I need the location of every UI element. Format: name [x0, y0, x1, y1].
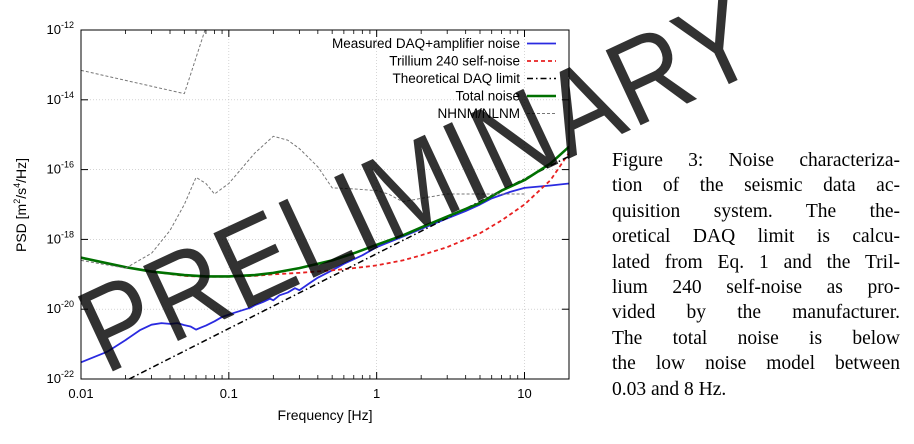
caption-line: The total noise is below: [612, 327, 900, 349]
y-axis-title: PSD [m2/s4/Hz]: [12, 158, 29, 252]
series-line-total-noise: [81, 145, 569, 278]
caption-line: quisition system. The the-: [612, 200, 900, 222]
caption-line: tion of the seismic data ac-: [612, 175, 900, 197]
caption-line: 0.03 and 8 Hz.: [612, 378, 727, 400]
legend: Measured DAQ+amplifier noise Trillium 240…: [332, 36, 556, 121]
series-line-nhnm-nlnm: [81, 30, 206, 95]
caption-line: lated from Eq. 1 and the Tril-: [612, 251, 900, 273]
legend-label: Total noise: [455, 89, 520, 104]
y-tick-label: 10-14: [47, 90, 74, 107]
y-tick-label: 10-12: [47, 20, 74, 37]
x-tick-label: 0.1: [220, 386, 238, 401]
plot-frame: [80, 29, 570, 380]
x-tick-label: 1: [373, 386, 380, 401]
minor-ticks: [125, 30, 519, 379]
legend-label: NHNM/NLNM: [438, 106, 521, 121]
caption-line: Figure 3: Noise characteriza-: [612, 150, 900, 171]
caption-line: oretical DAQ limit is calcu-: [612, 226, 900, 248]
x-tick-label: 0.01: [68, 386, 93, 401]
caption-line: the low noise model between: [612, 353, 900, 375]
axis-ticks: 0.01 0.1 1 10 10-22 10-20 10-18 10-16 10-14 10-12: [47, 20, 569, 401]
figure-caption: Figure 3: Noise characteriza- tion of th…: [612, 148, 900, 402]
plot-background: [81, 30, 569, 379]
series-layer: [81, 30, 569, 379]
y-tick-label: 10-18: [47, 229, 74, 246]
legend-label: Measured DAQ+amplifier noise: [332, 36, 520, 51]
y-tick-label: 10-22: [47, 369, 74, 386]
caption-line: lium 240 self-noise as pro-: [612, 277, 900, 299]
x-tick-label: 10: [517, 386, 531, 401]
legend-label: Theoretical DAQ limit: [392, 71, 520, 86]
y-tick-label: 10-16: [47, 160, 74, 177]
legend-label: Trillium 240 self-noise: [389, 54, 520, 69]
caption-line: vided by the manufacturer.: [612, 302, 900, 324]
y-tick-label: 10-20: [47, 299, 74, 316]
x-axis-title: Frequency [Hz]: [278, 407, 373, 423]
